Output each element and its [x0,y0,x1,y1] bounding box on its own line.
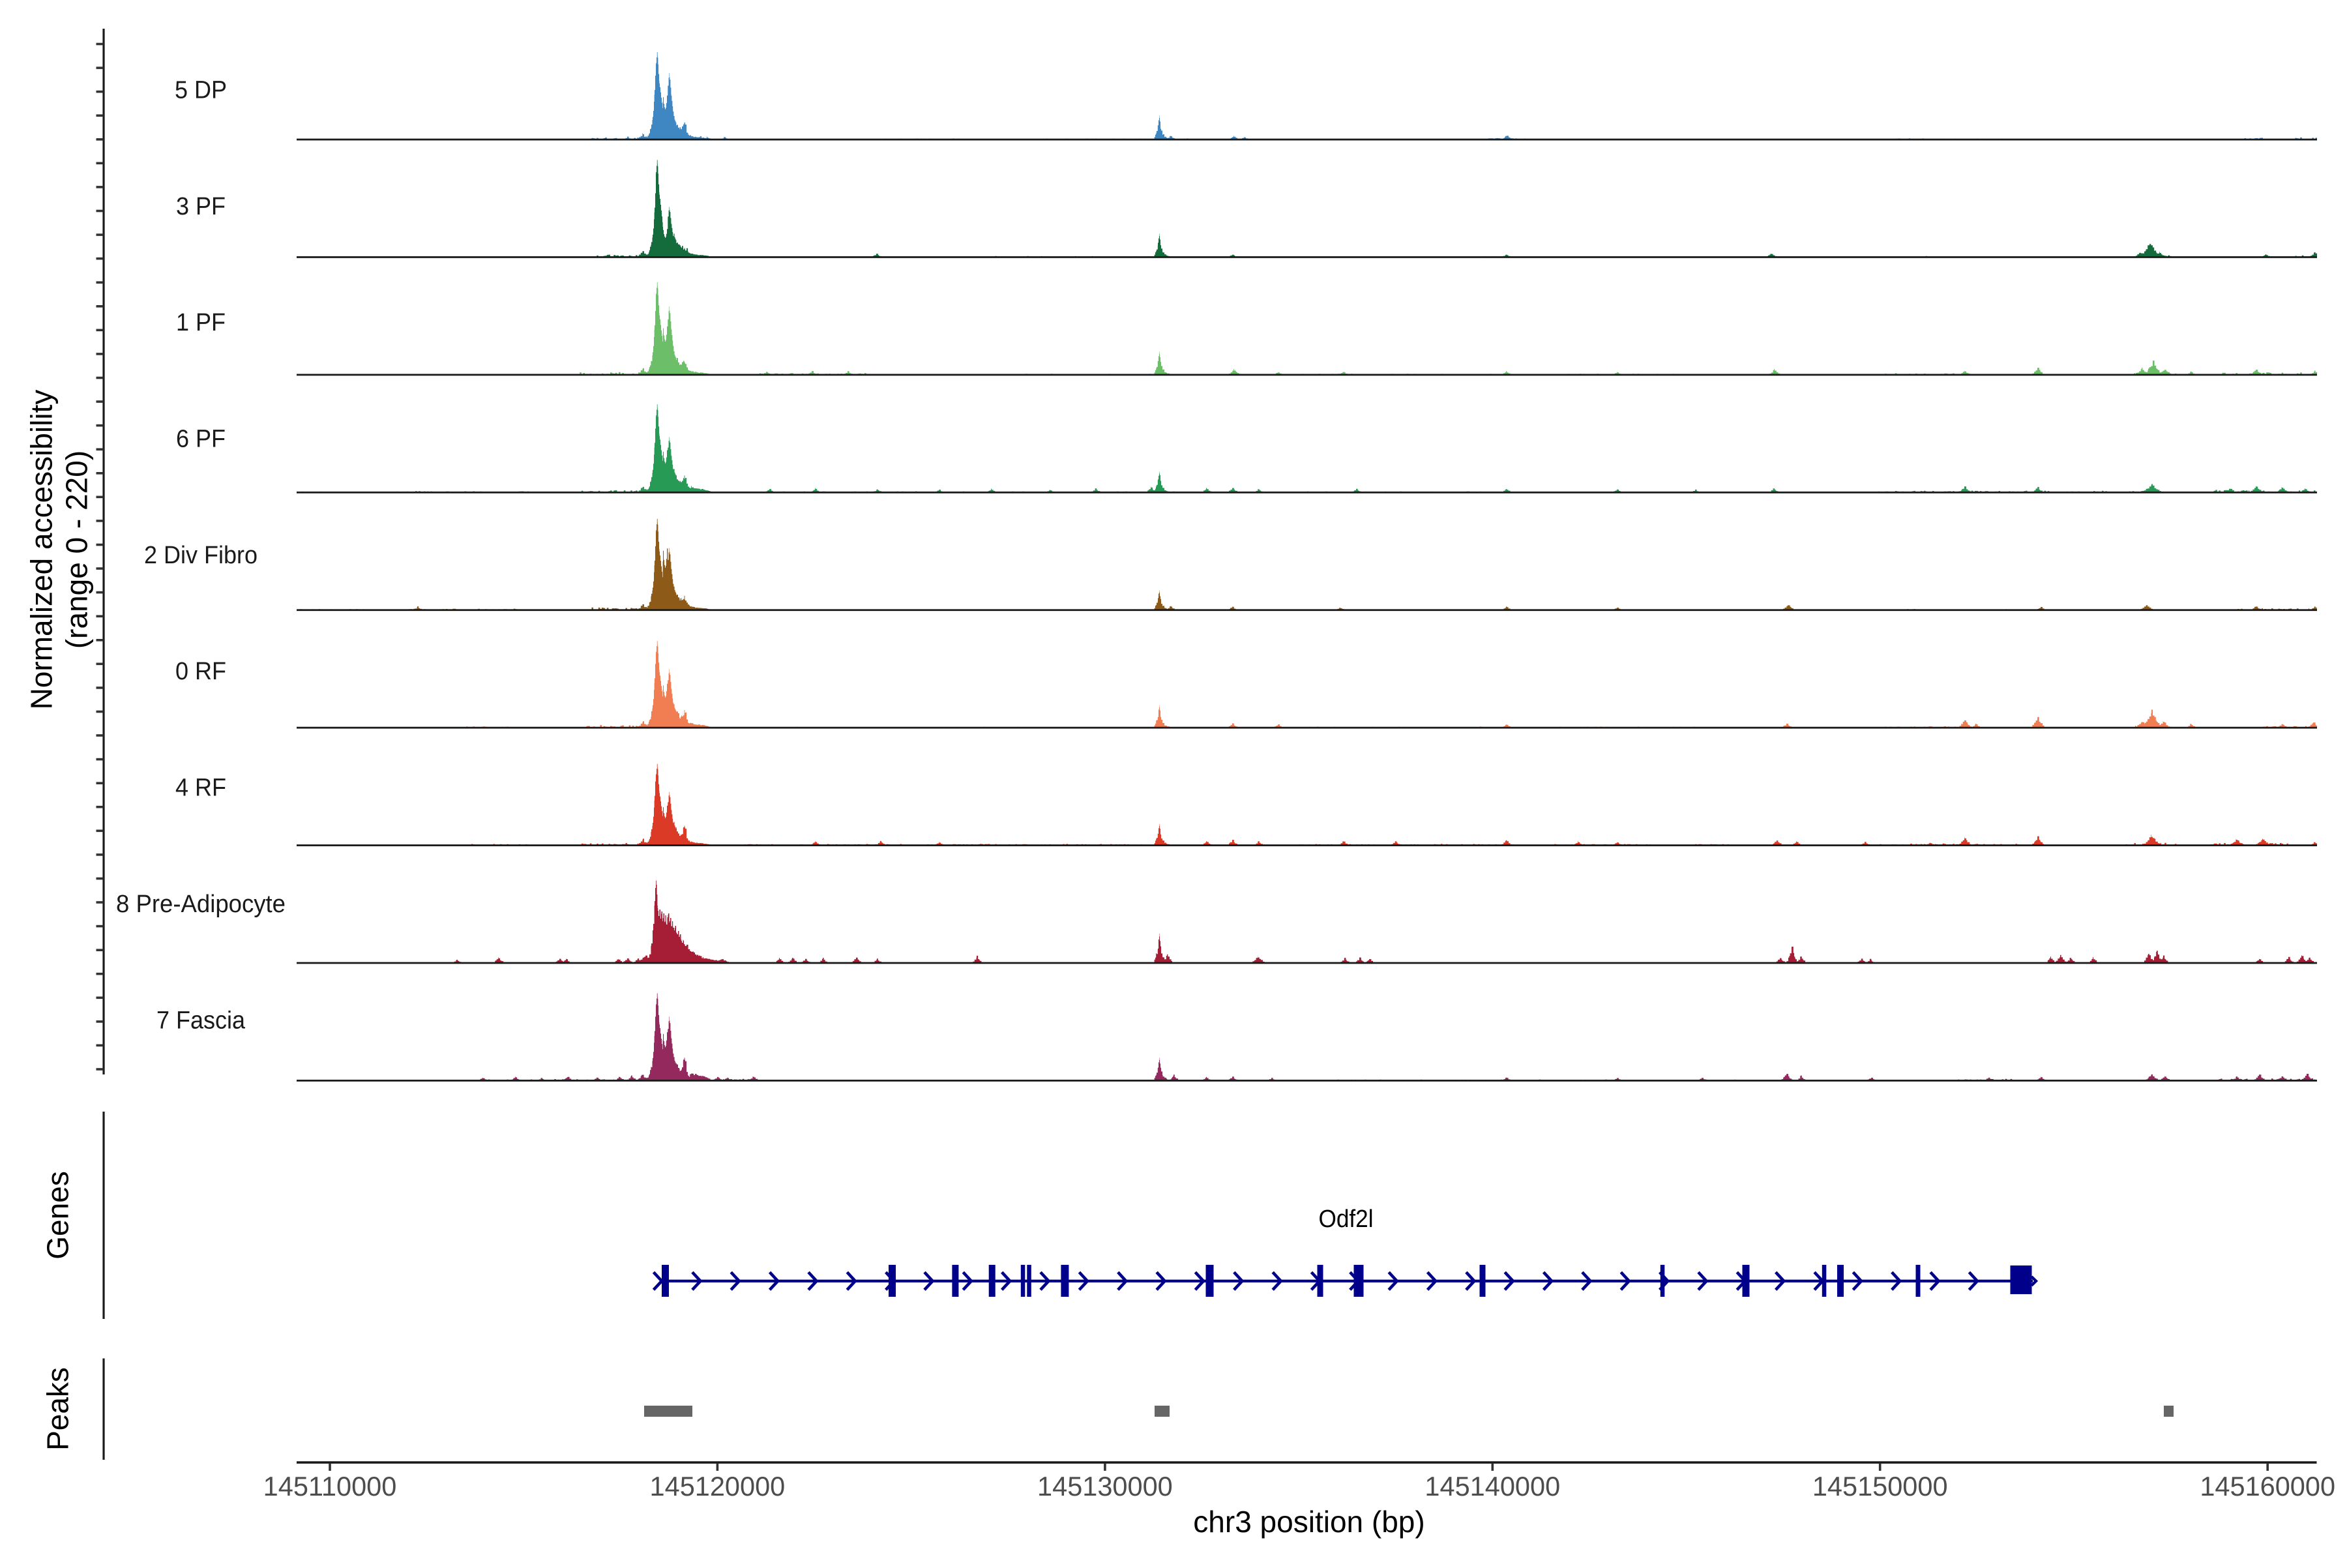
svg-text:145120000: 145120000 [650,1471,786,1501]
svg-text:5 DP: 5 DP [175,77,227,104]
svg-text:7 Fascia: 7 Fascia [156,1007,246,1034]
svg-text:145140000: 145140000 [1424,1471,1560,1501]
svg-text:6 PF: 6 PF [176,426,226,453]
svg-text:(range 0 - 220): (range 0 - 220) [60,451,94,649]
svg-text:145110000: 145110000 [263,1471,397,1501]
svg-text:145160000: 145160000 [2200,1471,2335,1501]
svg-text:145130000: 145130000 [1037,1471,1173,1501]
svg-text:8 Pre-Adipocyte: 8 Pre-Adipocyte [116,891,286,918]
svg-text:4 RF: 4 RF [175,775,226,802]
svg-text:0 RF: 0 RF [175,658,226,685]
svg-text:Odf2l: Odf2l [1319,1206,1374,1233]
svg-text:chr3 position (bp): chr3 position (bp) [1193,1505,1424,1539]
svg-text:2 Div Fibro: 2 Div Fibro [144,542,258,569]
svg-text:Genes: Genes [41,1171,75,1260]
svg-text:3 PF: 3 PF [176,193,226,220]
svg-text:1 PF: 1 PF [176,309,226,336]
svg-text:Normalized accessibility: Normalized accessibility [25,390,59,710]
svg-text:145150000: 145150000 [1812,1471,1948,1501]
svg-text:Peaks: Peaks [41,1367,75,1451]
